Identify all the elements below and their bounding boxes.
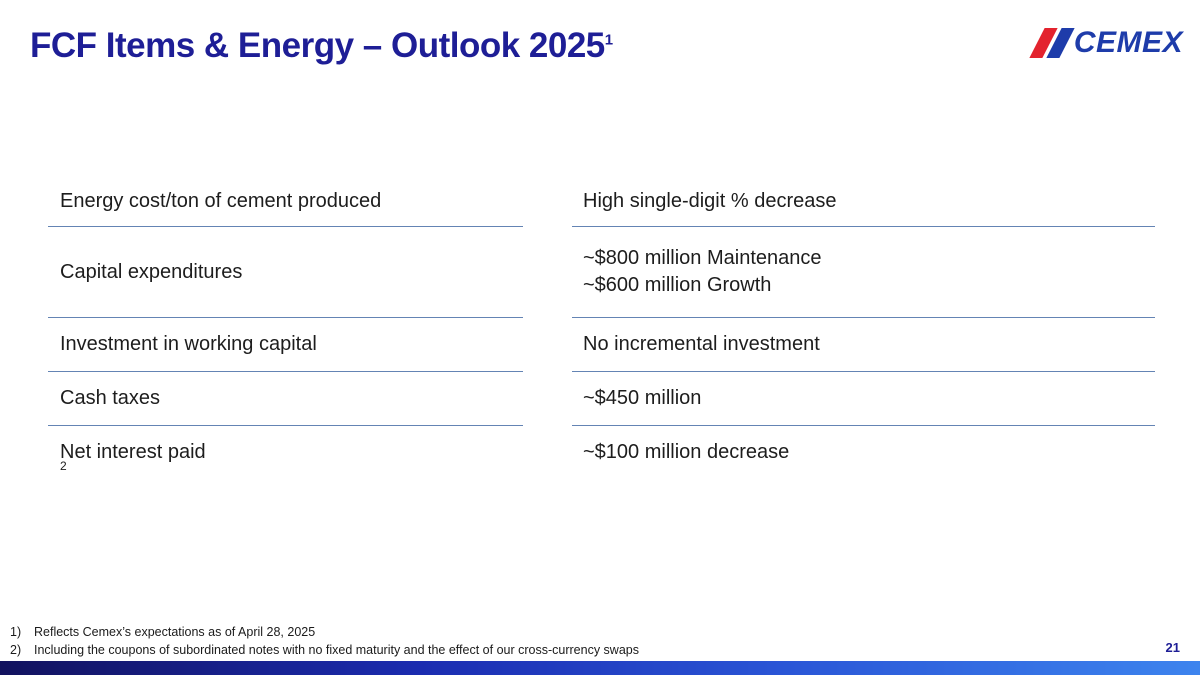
outlook-value-line: ~$800 million Maintenance bbox=[583, 247, 822, 269]
footnote-text: Reflects Cemex’s expectations as of Apri… bbox=[34, 625, 316, 639]
table-row: Capital expenditures ~$800 million Maint… bbox=[48, 227, 1155, 318]
page-title: FCF Items & Energy – Outlook 20251 bbox=[30, 26, 613, 66]
outlook-value-line: ~$100 million decrease bbox=[583, 441, 790, 463]
cemex-logo: CEMEX bbox=[1029, 26, 1183, 60]
outlook-item-cell: Cash taxes bbox=[48, 372, 523, 426]
page-title-superscript: 1 bbox=[604, 31, 613, 49]
outlook-value-line: High single-digit % decrease bbox=[583, 190, 837, 212]
outlook-value-cell: High single-digit % decrease bbox=[572, 179, 1155, 227]
page-number: 21 bbox=[1165, 640, 1180, 655]
outlook-item-cell: Net interest paid 2 bbox=[48, 426, 523, 479]
outlook-item-cell: Investment in working capital bbox=[48, 318, 523, 372]
bottom-gradient-bar bbox=[0, 661, 1200, 675]
outlook-value-cell: ~$800 million Maintenance ~$600 million G… bbox=[572, 227, 1155, 318]
outlook-value-line: ~$450 million bbox=[583, 387, 702, 409]
outlook-value-cell: No incremental investment bbox=[572, 318, 1155, 372]
table-row: Net interest paid 2 ~$100 million decreas… bbox=[48, 426, 1155, 479]
page-title-text: FCF Items & Energy – Outlook 2025 bbox=[30, 26, 605, 65]
table-row: Energy cost/ton of cement produced High … bbox=[48, 179, 1155, 227]
footnotes: 1) Reflects Cemex’s expectations as of A… bbox=[10, 624, 1110, 659]
outlook-item-label: Capital expenditures bbox=[60, 260, 243, 283]
footnote-marker: 2) bbox=[10, 642, 22, 657]
outlook-item-label: Net interest paid bbox=[60, 441, 206, 463]
outlook-value-line: No incremental investment bbox=[583, 333, 820, 355]
outlook-item-cell: Capital expenditures bbox=[48, 227, 523, 318]
outlook-item-label: Cash taxes bbox=[60, 387, 161, 409]
outlook-value-cell: ~$450 million bbox=[572, 372, 1155, 426]
outlook-item-label: Energy cost/ton of cement produced bbox=[60, 190, 382, 212]
logo-wordmark: CEMEX bbox=[1073, 26, 1183, 59]
outlook-value-line: ~$600 million Growth bbox=[583, 274, 772, 296]
table-row: Cash taxes ~$450 million bbox=[48, 372, 1155, 426]
footnote: 2) Including the coupons of subordinated… bbox=[10, 642, 1110, 660]
outlook-table: Energy cost/ton of cement produced High … bbox=[48, 179, 1155, 479]
table-row: Investment in working capital No increme… bbox=[48, 318, 1155, 372]
footnote-marker: 1) bbox=[10, 625, 22, 639]
footnote-text: Including the coupons of subordinated no… bbox=[34, 642, 639, 657]
outlook-value-cell: ~$100 million decrease bbox=[572, 426, 1155, 479]
outlook-item-label: Investment in working capital bbox=[60, 333, 317, 355]
outlook-item-cell: Energy cost/ton of cement produced bbox=[48, 179, 523, 227]
footnote: 1) Reflects Cemex’s expectations as of A… bbox=[10, 624, 1110, 642]
